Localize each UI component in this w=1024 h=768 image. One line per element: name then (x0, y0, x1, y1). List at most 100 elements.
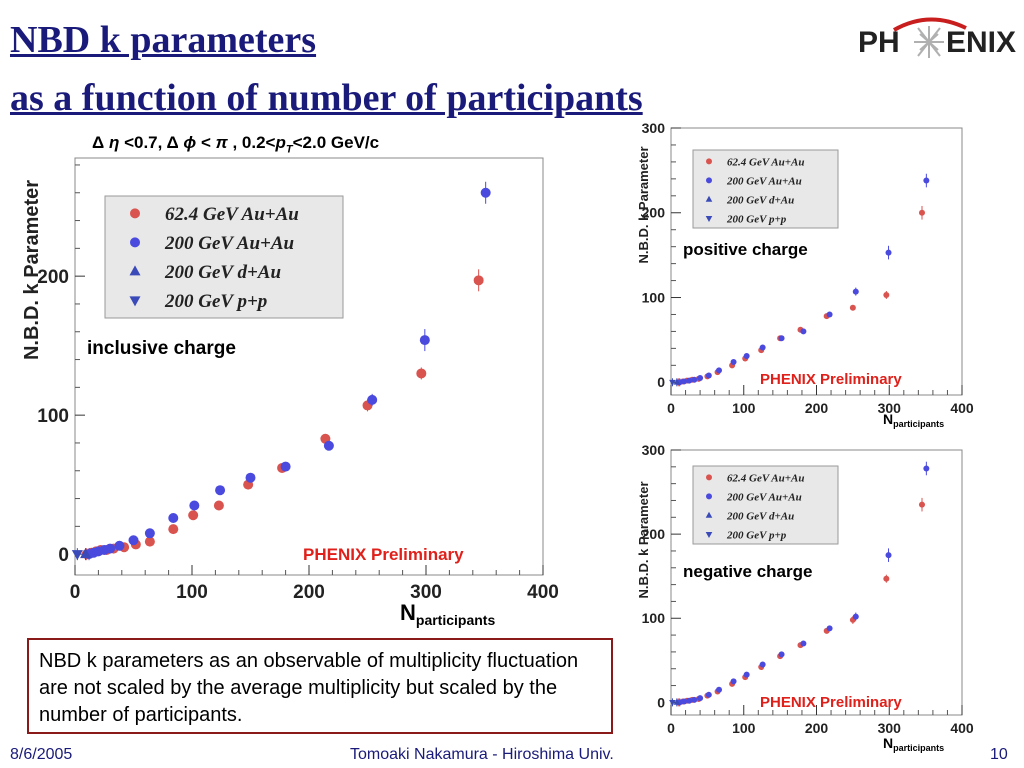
data-point (691, 696, 698, 703)
series-2 (673, 378, 681, 387)
y-tick-label: 300 (642, 442, 666, 458)
data-point (883, 291, 890, 298)
data-point (114, 540, 125, 551)
legend-label: 200 GeV d+Au (726, 510, 794, 522)
sunburst-icon (914, 26, 944, 58)
legend-marker (129, 265, 141, 276)
legend-label: 62.4 GeV Au+Au (165, 204, 299, 225)
legend-marker (705, 195, 713, 202)
legend-marker (706, 493, 712, 500)
x-axis-label: Nparticipants (883, 735, 944, 753)
legend-marker (130, 208, 140, 219)
x-tick-label: 300 (878, 720, 902, 736)
legend-label: 62.4 GeV Au+Au (727, 156, 804, 168)
footer-page-number: 10 (990, 746, 1008, 763)
data-point (473, 275, 484, 286)
footer-author: Tomoaki Nakamura - Hiroshima Univ. (350, 746, 614, 763)
legend-marker (705, 511, 713, 518)
kinematic-conditions: Δ η <0.7, Δ ϕ < π , 0.2<pT<2.0 GeV/c (92, 133, 380, 156)
x-tick-label: 400 (950, 400, 974, 416)
y-tick-label: 200 (642, 526, 666, 542)
data-point (215, 485, 226, 496)
data-point (918, 501, 925, 508)
data-point (168, 524, 179, 535)
x-axis-label-subscript: participants (416, 612, 496, 628)
data-point (480, 187, 491, 198)
data-point (673, 698, 681, 705)
data-point (673, 378, 681, 385)
data-point (716, 367, 723, 374)
x-tick-label: 100 (732, 720, 756, 736)
phenix-preliminary-label: PHENIX Preliminary (760, 694, 902, 711)
x-tick-label: 0 (667, 720, 675, 736)
legend-marker (706, 158, 712, 165)
data-point (80, 548, 92, 559)
x-tick-label: 100 (732, 400, 756, 416)
data-point (730, 678, 737, 685)
series-1 (676, 173, 930, 387)
legend-label: 200 GeV d+Au (726, 194, 794, 206)
data-point (686, 697, 693, 704)
y-tick-label: 200 (37, 267, 69, 288)
data-point (918, 209, 925, 216)
data-point (168, 513, 179, 524)
data-point (778, 651, 785, 658)
legend-label: 200 GeV p+p (726, 213, 787, 225)
y-tick-label: 0 (657, 374, 665, 390)
legend-label: 200 GeV Au+Au (726, 175, 802, 187)
data-point (128, 535, 139, 546)
data-point (681, 378, 688, 385)
data-point (778, 335, 785, 342)
data-point (885, 552, 892, 559)
data-point (705, 372, 712, 379)
y-tick-label: 100 (642, 610, 666, 626)
y-tick-label: 0 (657, 694, 665, 710)
data-point (367, 394, 378, 405)
x-tick-label: 200 (293, 582, 325, 603)
phenix-preliminary-label: PHENIX Preliminary (760, 371, 902, 388)
data-point (923, 177, 930, 184)
x-tick-label: 100 (176, 582, 208, 603)
legend-label: 200 GeV p+p (164, 291, 267, 312)
y-axis-label: N.B.D. k Parameter (636, 146, 651, 263)
data-point (826, 625, 833, 632)
chart-positive-charge: 0 100 200 300 400 0 100 200 300 N.B.D. k Paramete… (636, 120, 974, 429)
data-point (800, 640, 807, 647)
data-point (759, 661, 766, 668)
y-tick-label: 200 (642, 205, 666, 221)
footer-date: 8/6/2005 (10, 746, 73, 763)
data-point (105, 543, 116, 554)
data-point (419, 335, 430, 346)
data-point (883, 575, 890, 582)
data-point (743, 353, 750, 360)
x-tick-label: 200 (805, 400, 829, 416)
data-point (686, 377, 693, 384)
y-tick-label: 100 (642, 289, 666, 305)
series-3 (71, 548, 83, 561)
data-point (697, 695, 704, 702)
data-point (416, 368, 427, 379)
legend-box (692, 465, 839, 545)
legend-marker (706, 474, 712, 481)
data-point (705, 691, 712, 698)
y-tick-label: 300 (642, 120, 666, 136)
data-point (852, 613, 859, 620)
legend-marker (129, 296, 141, 307)
phenix-preliminary-label: PHENIX Preliminary (303, 545, 464, 564)
y-tick-label: 0 (58, 545, 69, 566)
x-tick-label: 0 (70, 582, 81, 603)
logo-left-text: PH (858, 26, 900, 59)
data-point (213, 500, 224, 511)
data-point (189, 500, 200, 511)
slide-title-line2: as a function of number of participants (10, 77, 643, 119)
x-tick-label: 400 (527, 582, 559, 603)
panel-annotation: positive charge (683, 240, 808, 259)
legend: 62.4 GeV Au+Au 200 GeV Au+Au 200 GeV d+Au 2… (104, 195, 344, 319)
legend-label: 200 GeV d+Au (164, 262, 281, 283)
series-3 (669, 378, 676, 387)
data-point (730, 358, 737, 365)
x-tick-label: 300 (410, 582, 442, 603)
legend-marker (706, 177, 712, 184)
